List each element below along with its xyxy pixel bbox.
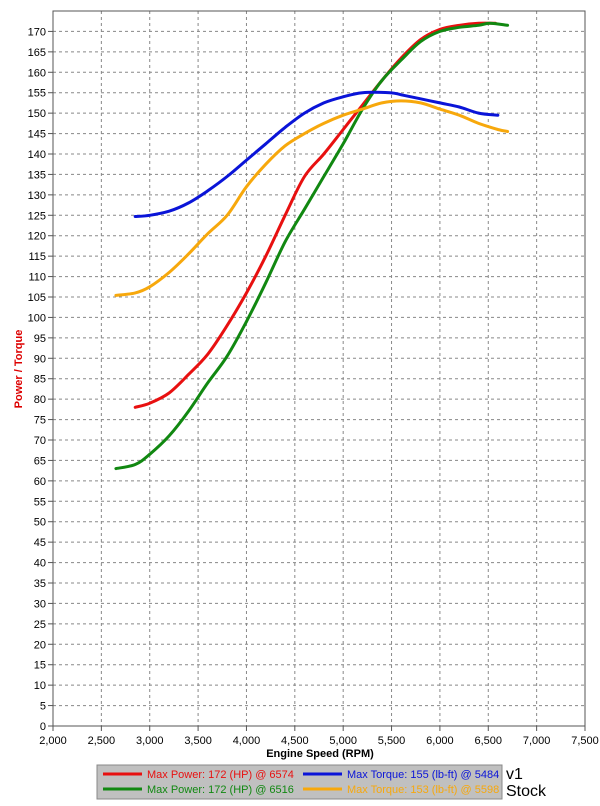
y-tick-label: 105 [28,292,46,304]
y-tick-label: 100 [28,312,46,324]
series-line-green [114,21,510,471]
y-tick-label: 55 [34,496,46,508]
x-tick-label: 6,500 [475,735,503,747]
y-tick-label: 170 [28,26,46,38]
y-tick-label: 125 [28,210,46,222]
y-axis-label: Power / Torque [13,330,25,409]
x-tick-label: 5,500 [378,735,406,747]
x-tick-label: 4,000 [233,735,261,747]
x-tick-label: 2,500 [88,735,116,747]
y-tick-label: 145 [28,129,46,141]
y-tick-label: 65 [34,455,46,467]
y-tick-label: 160 [28,67,46,79]
y-tick-labels: 0 5 10 15 20 25 30 35 40 45 50 55 60 65 70 75 80 85 90 95 10… [28,26,46,733]
y-tick-label: 80 [34,394,46,406]
y-tick-label: 140 [28,149,46,161]
series-line-red [133,21,497,409]
y-tick-label: 40 [34,558,46,570]
tick-marks [48,30,586,731]
y-tick-label: 35 [34,578,46,590]
y-tick-label: 75 [34,415,46,427]
x-axis-label: Engine Speed (RPM) [266,748,374,760]
y-tick-label: 120 [28,231,46,243]
legend-group-v1: v1 [506,766,523,783]
y-tick-label: 20 [34,639,46,651]
legend-entry-red: Max Power: 172 (HP) @ 6574 [147,769,294,781]
x-tick-label: 2,000 [39,735,67,747]
legend: Max Power: 172 (HP) @ 6574 Max Power: 17… [96,764,547,800]
y-tick-label: 25 [34,619,46,631]
legend-group-stock: Stock [506,783,547,800]
plot-frame [52,10,586,727]
y-tick-label: 115 [28,251,46,263]
x-tick-label: 6,000 [426,735,454,747]
legend-entry-blue: Max Torque: 155 (lb-ft) @ 5484 [347,769,499,781]
x-tick-label: 7,500 [571,735,599,747]
y-tick-label: 90 [34,353,46,365]
series-line-orange [114,99,510,297]
legend-entry-orange: Max Torque: 153 (lb-ft) @ 5598 [347,784,499,796]
y-tick-label: 110 [28,272,46,284]
y-tick-label: 30 [34,598,46,610]
y-tick-label: 70 [34,435,46,447]
grid-lines [53,11,585,726]
series-lines [114,21,510,471]
y-tick-label: 85 [34,374,46,386]
y-tick-label: 60 [34,476,46,488]
y-tick-label: 150 [28,108,46,120]
y-tick-label: 50 [34,517,46,529]
y-tick-label: 15 [34,660,46,672]
x-tick-label: 7,000 [523,735,551,747]
y-tick-label: 10 [34,680,46,692]
y-tick-label: 165 [28,47,46,59]
x-tick-label: 3,500 [184,735,212,747]
series-line-blue [133,90,500,218]
y-tick-label: 95 [34,333,46,345]
y-tick-label: 45 [34,537,46,549]
legend-entry-green: Max Power: 172 (HP) @ 6516 [147,784,294,796]
y-tick-label: 0 [40,721,46,733]
y-tick-label: 5 [40,701,46,713]
x-tick-label: 3,000 [136,735,164,747]
y-tick-label: 130 [28,190,46,202]
x-tick-label: 4,500 [281,735,309,747]
x-tick-label: 5,000 [329,735,357,747]
y-tick-label: 155 [28,88,46,100]
x-tick-labels: 2,000 2,500 3,000 3,500 4,000 4,500 5,000 5,500… [39,735,599,747]
legend-box [96,764,503,800]
y-tick-label: 135 [28,169,46,181]
